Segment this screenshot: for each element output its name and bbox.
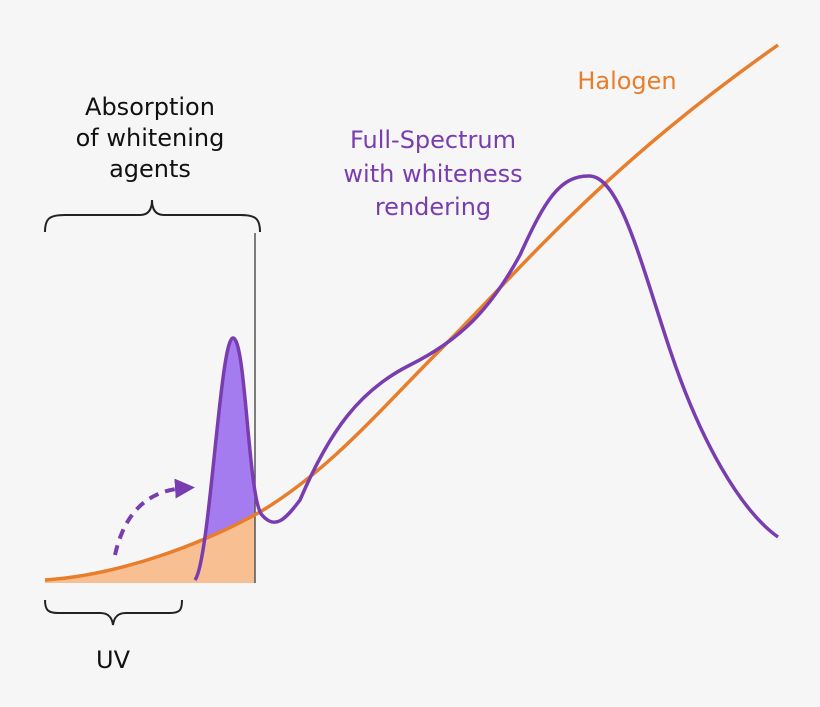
absorption-label: Absorption (85, 93, 215, 121)
full-spectrum-label: rendering (375, 193, 491, 221)
absorption-label: of whitening (76, 124, 225, 152)
uv-brace (44, 599, 183, 626)
halogen-curve (44, 43, 780, 582)
absorption-label: agents (109, 155, 191, 183)
full-spectrum-label: with whiteness (343, 160, 522, 188)
full-spectrum-label: Full-Spectrum (350, 126, 516, 154)
shift-arrow (113, 478, 195, 556)
orange-fill (45, 514, 255, 583)
uv-label: UV (96, 646, 131, 674)
full-spectrum-curve (193, 174, 780, 582)
absorption-brace (44, 199, 261, 233)
halogen-label: Halogen (577, 67, 676, 95)
